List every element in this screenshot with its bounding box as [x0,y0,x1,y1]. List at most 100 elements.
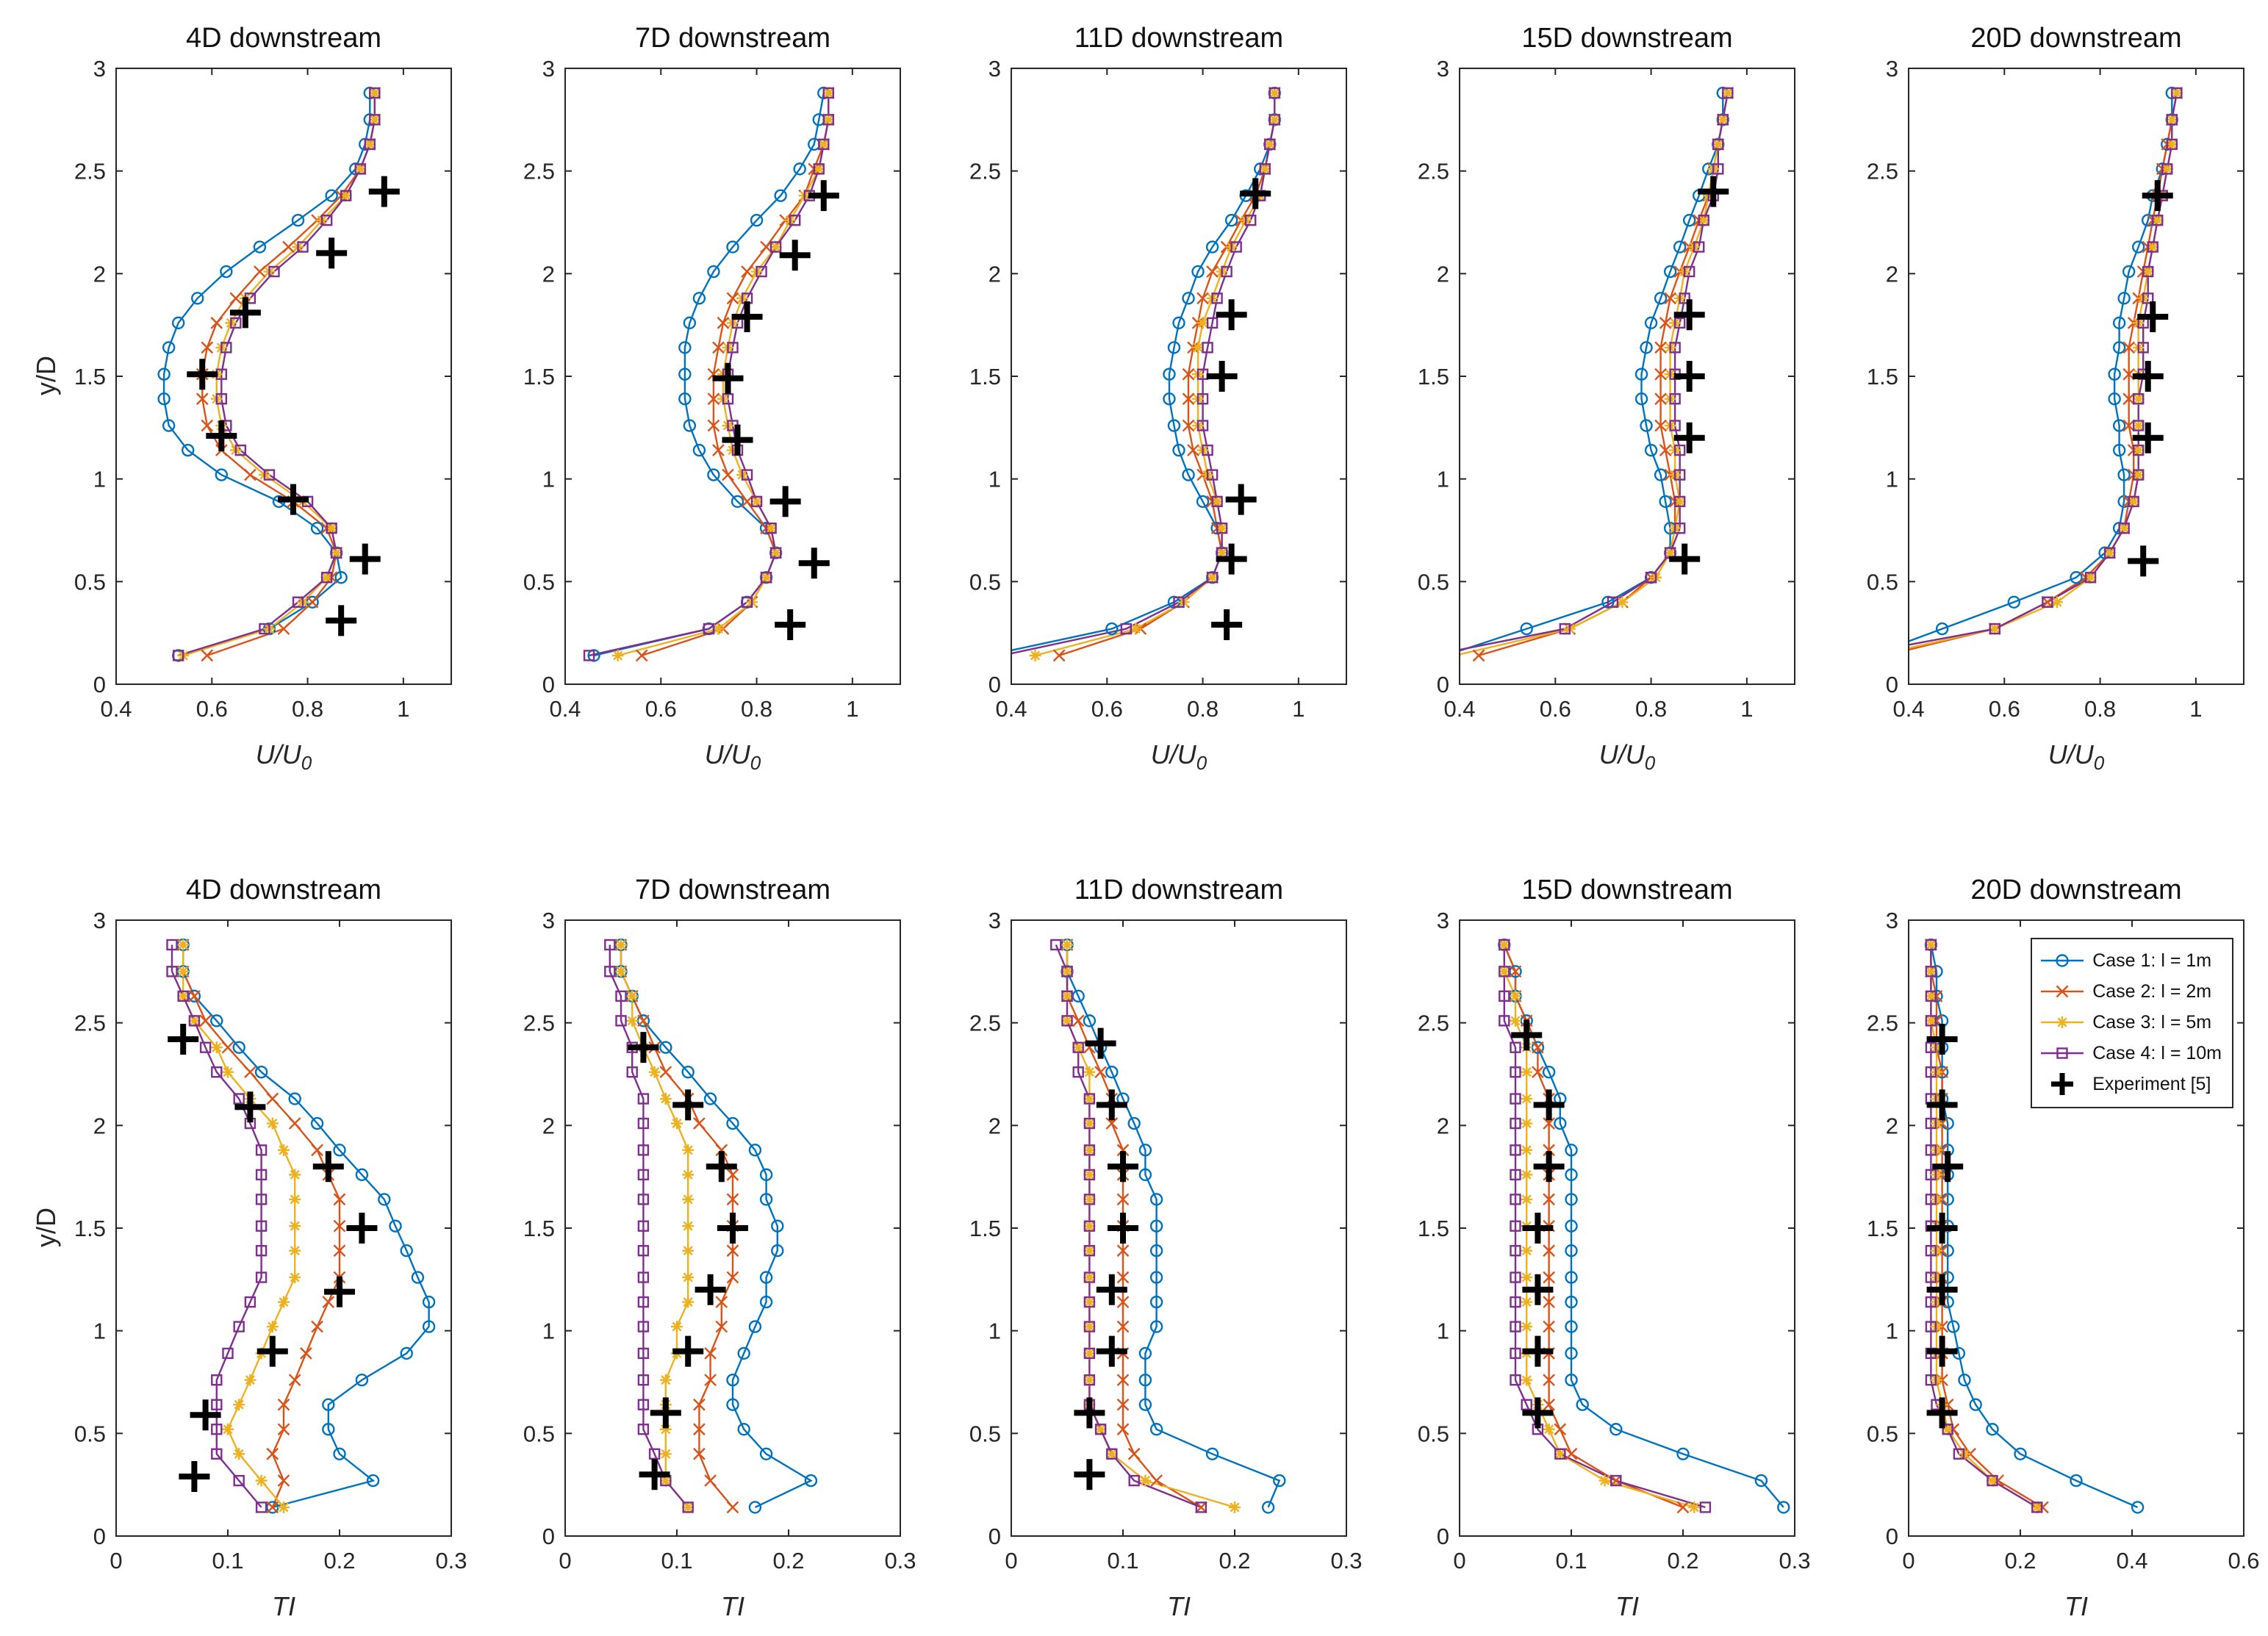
data-point-case-2 [210,317,223,329]
data-point-case-4 [760,572,772,584]
data-point-case-3 [1712,138,1724,151]
y-tick-label: 1.5 [1418,1216,1449,1241]
y-tick-label: 2.5 [1867,159,1898,184]
data-point-case-3 [1521,1271,1533,1284]
data-point-case-3 [289,1244,301,1257]
data-point-experiment [190,1399,221,1431]
data-point-case-4 [604,966,616,977]
data-point-case-4 [1083,1144,1096,1156]
data-point-experiment [2132,361,2164,392]
data-point-case-2 [741,495,753,508]
data-point-case-4 [1925,966,1937,977]
data-point-case-1 [2117,468,2131,481]
data-point-experiment [187,359,218,390]
x-tick-label: 0.8 [741,696,772,722]
data-point-case-1 [288,1092,301,1105]
data-point-experiment [1522,1335,1554,1367]
data-point-case-3 [1083,1244,1096,1257]
data-point-experiment [2142,180,2173,212]
y-tick-label: 1.5 [1867,1216,1898,1241]
chart-panel-velocity-3: 11D downstream U/U0 0.4 0.6 0.8 1 0 0.5 1 1.5 2 2.5… [969,23,1347,774]
series-markers-experiment [168,1024,378,1492]
data-point-case-2 [199,1014,212,1027]
data-point-case-1 [1520,622,1533,636]
data-point-case-4 [1925,1066,1937,1078]
data-point-case-4 [2132,393,2145,405]
data-point-case-1 [2108,367,2121,381]
data-point-case-3 [659,1448,672,1460]
data-point-experiment [808,180,839,212]
data-point-case-2 [1472,649,1485,662]
data-point-case-2 [229,292,243,305]
data-point-case-2 [1182,419,1195,432]
data-point-case-3 [760,571,772,584]
legend-swatch-asterisk-icon [2041,1016,2084,1028]
data-point-case-4 [1072,1041,1084,1053]
x-tick-label: 0.4 [100,696,132,722]
series-line-case-2 [1058,93,1276,657]
data-point-case-1 [2070,1474,2083,1488]
data-point-case-1 [771,1219,784,1233]
data-point-case-4 [1083,1271,1096,1283]
chart-panel-velocity-5: 20D downstream U/U0 0.4 0.6 0.8 1 0 0.5 1 1.5 2 2.5… [1867,23,2244,774]
data-point-case-1 [325,189,338,202]
data-point-case-1 [1138,1144,1152,1157]
data-point-case-2 [1116,1271,1130,1284]
data-point-case-1 [2131,1501,2145,1514]
y-tick-label: 1.5 [969,364,1001,390]
data-point-case-4 [1264,138,1276,151]
data-point-case-2 [1206,265,1219,278]
data-point-case-4 [1061,1015,1073,1027]
data-point-case-2 [333,1244,346,1258]
plot-area: 0.4 0.6 0.8 1 0 0.5 1 1.5 2 2.5 3 [969,56,1347,722]
data-point-case-3 [255,1474,268,1487]
data-point-case-3 [2151,214,2164,226]
series-group [157,86,400,662]
data-point-case-4 [637,1399,650,1410]
x-tick-label: 0.4 [1892,696,1924,722]
data-point-case-1 [1640,341,1653,354]
data-point-experiment [1216,299,1247,331]
data-point-case-2 [1196,292,1209,305]
data-point-experiment [695,1274,726,1305]
data-point-case-3 [2128,495,2140,508]
chart-title: 7D downstream [634,23,831,54]
chart-panel-turbulence-2: 7D downstream TI 0 0.1 0.2 0.3 0 0.5 1 1.5 2 2.5 3 [523,875,916,1621]
data-point-case-4 [1083,1220,1096,1232]
data-point-case-2 [726,1244,739,1258]
data-point-case-2 [712,341,725,354]
data-point-case-3 [177,939,190,951]
data-point-case-1 [1947,1320,1960,1333]
data-point-case-4 [2132,420,2145,431]
data-point-case-1 [1149,1295,1163,1309]
y-tick-label: 0.5 [523,1421,555,1446]
series-markers-case-3 [177,939,301,1513]
x-tick-label: 0.1 [212,1548,243,1574]
data-point-case-3 [244,1374,256,1386]
series-group [604,938,818,1514]
data-point-case-2 [188,990,201,1002]
y-tick-label: 1 [93,467,106,492]
x-tick-label: 0.2 [2004,1548,2036,1574]
data-point-case-3 [222,1423,234,1435]
data-point-case-2 [1052,649,1066,662]
data-point-case-3 [1268,113,1281,126]
x-axis-label: TI [565,1591,900,1622]
data-point-case-4 [1173,596,1185,608]
data-point-case-4 [369,87,381,99]
data-point-case-4 [255,1144,268,1156]
data-point-case-2 [288,1374,301,1387]
data-point-experiment [731,301,763,332]
data-point-case-4 [1050,939,1062,951]
plot-area: 0.4 0.6 0.8 1 0 0.5 1 1.5 2 2.5 3 [74,56,452,722]
data-point-case-2 [693,1423,706,1436]
data-point-case-1 [1172,316,1185,330]
data-point-case-3 [626,1014,639,1027]
data-point-case-3 [765,522,778,534]
data-point-experiment [1096,1274,1127,1305]
series-markers-case-2 [635,87,835,662]
data-point-case-1 [683,419,697,432]
data-point-case-2 [707,392,720,406]
data-point-case-2 [1195,1501,1207,1514]
y-tick-label: 2 [93,261,106,287]
